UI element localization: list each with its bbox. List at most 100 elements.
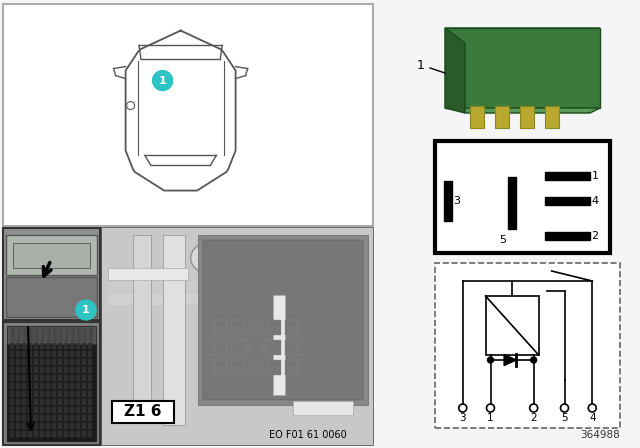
Bar bbox=[52, 415, 56, 421]
Bar bbox=[3, 4, 373, 226]
Bar bbox=[64, 367, 68, 373]
Bar bbox=[23, 328, 27, 342]
Bar bbox=[76, 351, 80, 357]
Bar bbox=[22, 359, 26, 365]
Bar bbox=[82, 367, 86, 373]
Bar bbox=[58, 359, 62, 365]
Bar bbox=[520, 106, 534, 128]
Bar bbox=[64, 343, 68, 349]
Bar bbox=[64, 391, 68, 397]
Bar bbox=[470, 106, 484, 128]
Bar bbox=[64, 383, 68, 389]
Bar bbox=[40, 359, 44, 365]
Bar bbox=[64, 415, 68, 421]
Bar bbox=[46, 391, 50, 397]
Bar bbox=[46, 359, 50, 365]
Bar bbox=[88, 431, 92, 437]
Bar bbox=[267, 340, 281, 355]
Text: 5: 5 bbox=[561, 413, 568, 423]
Bar bbox=[82, 391, 86, 397]
Circle shape bbox=[530, 404, 538, 412]
Bar bbox=[40, 343, 44, 349]
Bar bbox=[198, 235, 368, 405]
Bar bbox=[82, 343, 86, 349]
Bar bbox=[486, 296, 539, 355]
Bar bbox=[285, 320, 299, 335]
Bar bbox=[82, 423, 86, 429]
Bar bbox=[82, 375, 86, 381]
Bar bbox=[82, 383, 86, 389]
Bar bbox=[70, 431, 74, 437]
Bar bbox=[213, 340, 227, 355]
Bar bbox=[7, 343, 96, 441]
Bar bbox=[58, 407, 62, 413]
Bar bbox=[88, 399, 92, 405]
Bar bbox=[22, 343, 26, 349]
Bar bbox=[28, 415, 32, 421]
Bar bbox=[88, 351, 92, 357]
Bar bbox=[46, 383, 50, 389]
Bar bbox=[3, 228, 373, 445]
Bar bbox=[22, 367, 26, 373]
Bar bbox=[88, 383, 92, 389]
Bar bbox=[70, 399, 74, 405]
Circle shape bbox=[127, 102, 134, 110]
Bar bbox=[22, 391, 26, 397]
Bar bbox=[89, 328, 93, 342]
Bar bbox=[34, 343, 38, 349]
Bar bbox=[34, 351, 38, 357]
Bar bbox=[28, 399, 32, 405]
Bar bbox=[22, 399, 26, 405]
Circle shape bbox=[76, 300, 96, 320]
Text: 2: 2 bbox=[531, 413, 537, 423]
Bar bbox=[76, 367, 80, 373]
Bar bbox=[34, 391, 38, 397]
Bar bbox=[108, 282, 368, 290]
Bar bbox=[70, 359, 74, 365]
Bar bbox=[213, 320, 227, 335]
Bar bbox=[88, 407, 92, 413]
Bar bbox=[76, 431, 80, 437]
Bar bbox=[16, 375, 20, 381]
Bar bbox=[82, 431, 86, 437]
Bar bbox=[46, 375, 50, 381]
Bar bbox=[88, 359, 92, 365]
Bar bbox=[203, 240, 363, 400]
Bar bbox=[249, 340, 263, 355]
Bar bbox=[231, 320, 245, 335]
Text: 1: 1 bbox=[591, 171, 598, 181]
Bar bbox=[16, 383, 20, 389]
Bar bbox=[10, 383, 14, 389]
Bar bbox=[58, 431, 62, 437]
Bar bbox=[10, 351, 14, 357]
Bar bbox=[231, 360, 245, 375]
Bar bbox=[508, 177, 516, 229]
Bar bbox=[435, 263, 620, 428]
Bar bbox=[28, 407, 32, 413]
Bar bbox=[34, 407, 38, 413]
Text: Z1 6: Z1 6 bbox=[124, 405, 162, 419]
Bar bbox=[70, 407, 74, 413]
Bar bbox=[64, 359, 68, 365]
Text: 4: 4 bbox=[591, 196, 598, 206]
Bar bbox=[108, 293, 368, 305]
Bar bbox=[545, 197, 590, 205]
Ellipse shape bbox=[191, 241, 241, 276]
Text: 2: 2 bbox=[591, 231, 598, 241]
Bar bbox=[76, 391, 80, 397]
Bar bbox=[82, 399, 86, 405]
Bar bbox=[64, 423, 68, 429]
Bar bbox=[231, 340, 245, 355]
Bar bbox=[28, 383, 32, 389]
Bar bbox=[70, 423, 74, 429]
Bar bbox=[16, 343, 20, 349]
Bar bbox=[112, 401, 174, 423]
Polygon shape bbox=[504, 354, 516, 366]
Bar bbox=[10, 359, 14, 365]
Bar bbox=[10, 391, 14, 397]
Bar bbox=[58, 383, 62, 389]
Bar bbox=[28, 375, 32, 381]
Bar bbox=[203, 305, 313, 385]
Bar bbox=[267, 320, 281, 335]
Bar bbox=[88, 343, 92, 349]
